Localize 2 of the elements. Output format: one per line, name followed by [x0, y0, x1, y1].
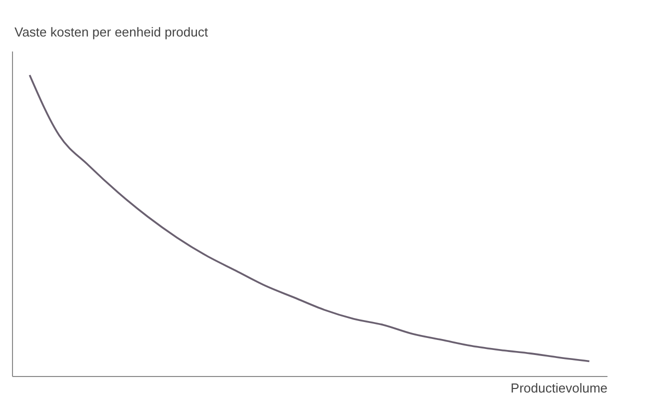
y-axis-title: Vaste kosten per eenheid product: [14, 24, 208, 40]
x-axis-title: Productievolume: [510, 380, 608, 396]
